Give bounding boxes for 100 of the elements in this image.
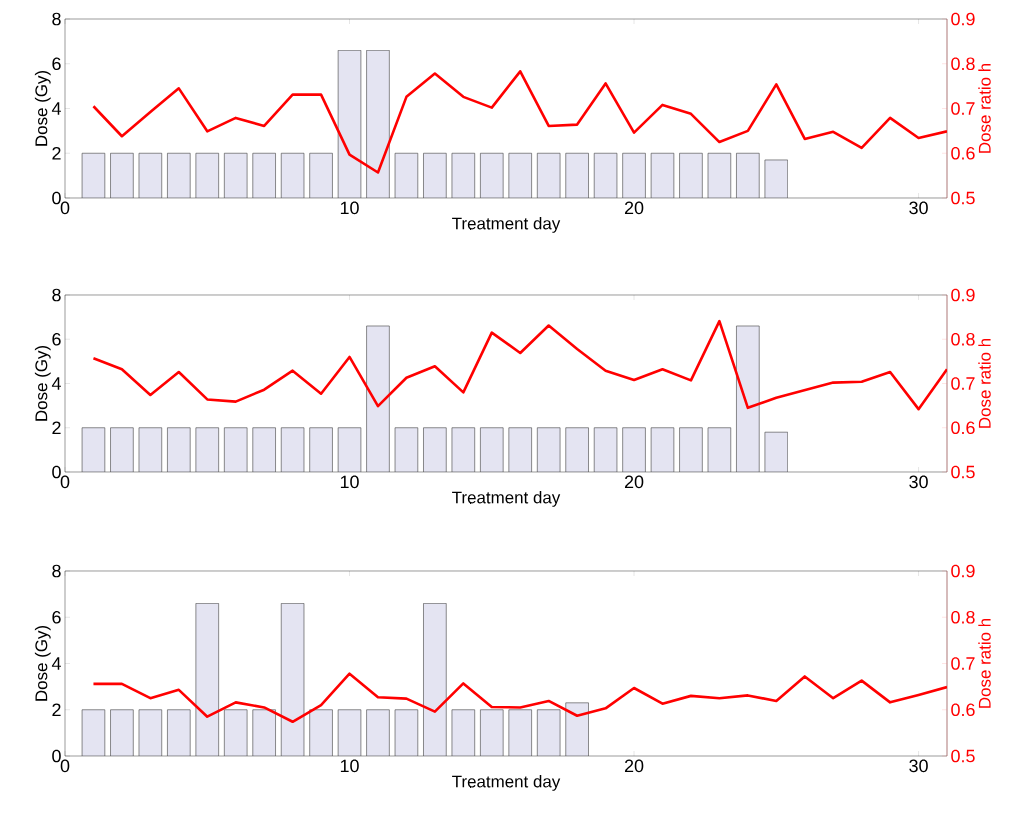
- y-axis-title: Dose (Gy): [34, 70, 51, 146]
- bar: [480, 709, 504, 756]
- bar: [195, 427, 219, 472]
- y-tick-label: 2: [52, 703, 61, 717]
- y2-tick-label: 0.9: [951, 12, 975, 26]
- bar: [423, 603, 447, 756]
- bar: [82, 427, 105, 472]
- bar: [708, 427, 731, 472]
- bar: [395, 427, 418, 472]
- bar: [110, 427, 134, 472]
- y2-tick-label: 0.6: [951, 703, 975, 717]
- y2-tick-label: 0.9: [951, 564, 975, 578]
- line-series: [92, 70, 948, 174]
- y2-tick-label: 0.6: [951, 146, 975, 160]
- bar: [565, 153, 589, 198]
- bar: [679, 153, 703, 198]
- y-tick-label: 4: [51, 377, 61, 390]
- bar: [366, 50, 390, 198]
- bar: [508, 427, 532, 472]
- bar: [224, 709, 248, 756]
- y2-tick-label: 0.8: [951, 610, 975, 624]
- bar: [366, 709, 390, 756]
- bar: [451, 427, 475, 472]
- x-tick-label: 20: [624, 201, 644, 215]
- x-tick-label: 30: [909, 475, 928, 489]
- bar: [252, 709, 276, 756]
- y-tick-label: 4: [51, 102, 61, 115]
- y2-tick-label: 0.6: [951, 421, 975, 435]
- y-tick-label: 8: [52, 288, 61, 302]
- bar: [281, 427, 304, 472]
- x-axis-title: Treatment day: [452, 775, 561, 791]
- bar: [252, 153, 276, 198]
- x-tick-label: 10: [340, 475, 359, 489]
- line-series: [92, 672, 948, 724]
- bar: [679, 427, 703, 472]
- y-tick-label: 6: [52, 332, 61, 346]
- y-tick-label: 0: [52, 465, 61, 479]
- y2-tick-label: 0.9: [951, 288, 975, 302]
- x-tick-label: 30: [909, 759, 928, 773]
- bar: [138, 427, 162, 472]
- x-tick-label: 30: [909, 201, 928, 215]
- y-tick-label: 4: [51, 657, 61, 670]
- bar: [537, 709, 561, 756]
- bar: [110, 153, 134, 198]
- bar: [480, 427, 504, 472]
- y2-tick-label: 0.5: [951, 749, 975, 763]
- y-tick-label: 8: [52, 564, 61, 578]
- bar: [167, 709, 191, 756]
- x-axis-title: Treatment day: [452, 217, 561, 233]
- y2-tick-label: 0.7: [951, 377, 975, 390]
- y-tick-label: 8: [52, 12, 61, 26]
- bar: [309, 709, 333, 756]
- bar: [394, 709, 419, 756]
- y-tick-label: 6: [52, 610, 61, 624]
- y2-axis-title: Dose ratio h: [978, 63, 991, 153]
- bar: [451, 709, 476, 756]
- bar: [480, 153, 504, 198]
- bar: [508, 153, 532, 198]
- x-tick-label: 10: [340, 201, 359, 215]
- y2-axis-title: Dose ratio h: [978, 338, 991, 428]
- y2-tick-label: 0.7: [951, 102, 975, 115]
- y-axis-title: Dose (Gy): [34, 345, 51, 421]
- y2-tick-label: 0.5: [951, 191, 975, 205]
- x-tick-label: 20: [624, 475, 644, 489]
- bar: [565, 427, 589, 472]
- bar: [736, 325, 760, 472]
- bar: [423, 153, 447, 198]
- bar: [651, 427, 674, 472]
- bar: [366, 325, 390, 472]
- y-axis-title: Dose (Gy): [34, 625, 51, 701]
- y2-tick-label: 0.8: [951, 57, 975, 71]
- y2-tick-label: 0.5: [951, 465, 975, 479]
- bar: [537, 427, 561, 472]
- y-tick-label: 2: [52, 421, 61, 435]
- y2-tick-label: 0.8: [951, 332, 975, 346]
- bar: [337, 709, 362, 756]
- bar: [110, 709, 134, 756]
- bar: [622, 153, 646, 198]
- y-tick-label: 0: [52, 749, 61, 763]
- bar: [167, 153, 191, 198]
- bar: [338, 427, 361, 472]
- bar: [309, 153, 333, 198]
- bar: [508, 709, 532, 756]
- x-tick-label: 10: [340, 759, 359, 773]
- y-tick-label: 2: [52, 146, 61, 160]
- bar: [736, 153, 760, 198]
- bar: [138, 709, 163, 756]
- bar: [167, 427, 191, 472]
- x-tick-label: 20: [624, 759, 644, 773]
- bar: [309, 427, 333, 472]
- y-tick-label: 6: [52, 57, 61, 71]
- bar: [224, 427, 248, 472]
- y2-axis-title: Dose ratio h: [978, 618, 991, 708]
- x-axis-title: Treatment day: [452, 491, 561, 507]
- y-tick-label: 0: [52, 191, 61, 205]
- bar: [594, 427, 617, 472]
- bar: [252, 427, 276, 472]
- y2-tick-label: 0.7: [951, 657, 975, 670]
- bar: [423, 427, 447, 472]
- bar: [81, 709, 106, 756]
